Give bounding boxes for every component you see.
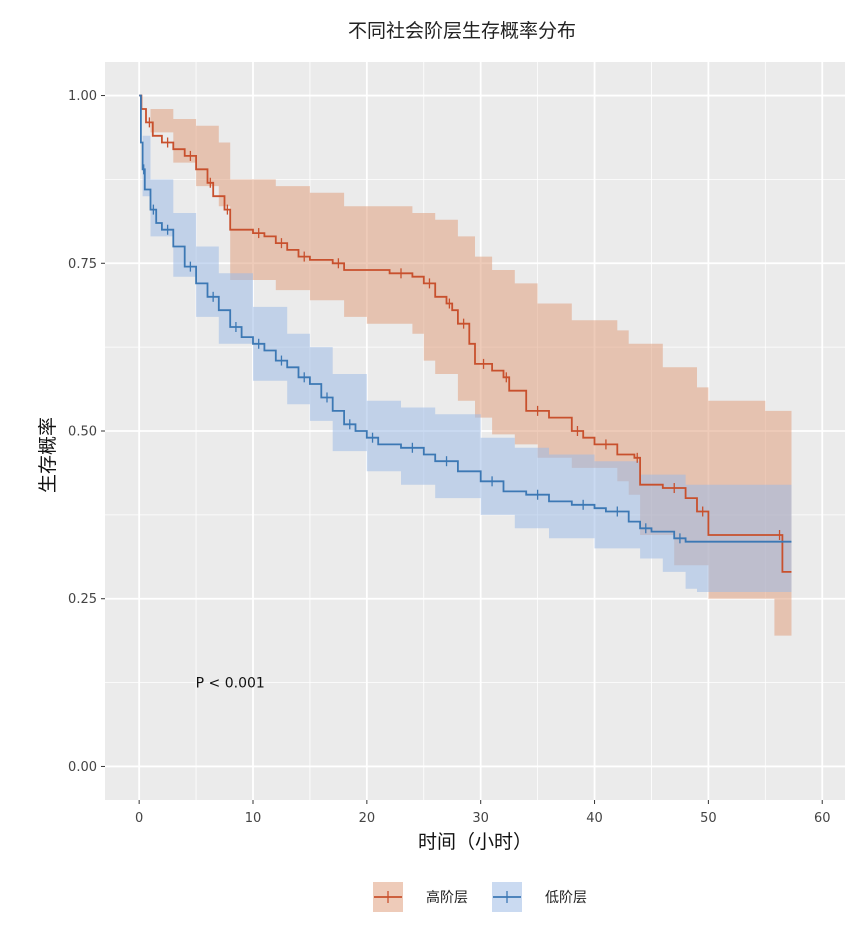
band-low-class — [139, 95, 792, 592]
x-tick-label: 20 — [359, 811, 376, 826]
curve-high-class — [139, 94, 792, 573]
x-tick-label: 60 — [814, 811, 831, 826]
legend-item: 低阶层 — [492, 882, 587, 912]
x-tick-label: 0 — [135, 811, 143, 826]
band-high-class — [139, 95, 792, 636]
y-tick-label: 0.75 — [68, 257, 97, 272]
y-tick-label: 1.00 — [68, 89, 97, 104]
x-tick-label: 10 — [245, 811, 262, 826]
x-tick-label: 50 — [700, 811, 717, 826]
y-tick-label: 0.50 — [68, 425, 97, 440]
x-tick-label: 40 — [586, 811, 603, 826]
y-tick-label: 0.00 — [68, 760, 97, 775]
legend-item: 高阶层 — [373, 882, 468, 912]
legend-label: 低阶层 — [545, 890, 587, 906]
y-tick-label: 0.25 — [68, 592, 97, 607]
curve-low-class — [139, 94, 792, 543]
chart-title: 不同社会阶层生存概率分布 — [348, 20, 576, 42]
legend: 高阶层 低阶层 — [373, 882, 587, 912]
y-axis-title: 生存概率 — [37, 417, 59, 493]
p-value-annotation: P < 0.001 — [196, 676, 265, 692]
axis-ticks: 0 10 20 30 40 50 60 0.00 0.25 0.50 0.75 1.00 — [68, 89, 830, 826]
x-tick-label: 30 — [472, 811, 489, 826]
survival-curves — [139, 94, 792, 573]
legend-label: 高阶层 — [426, 889, 468, 906]
confidence-bands — [139, 95, 792, 636]
x-axis-title: 时间（小时） — [418, 831, 532, 853]
